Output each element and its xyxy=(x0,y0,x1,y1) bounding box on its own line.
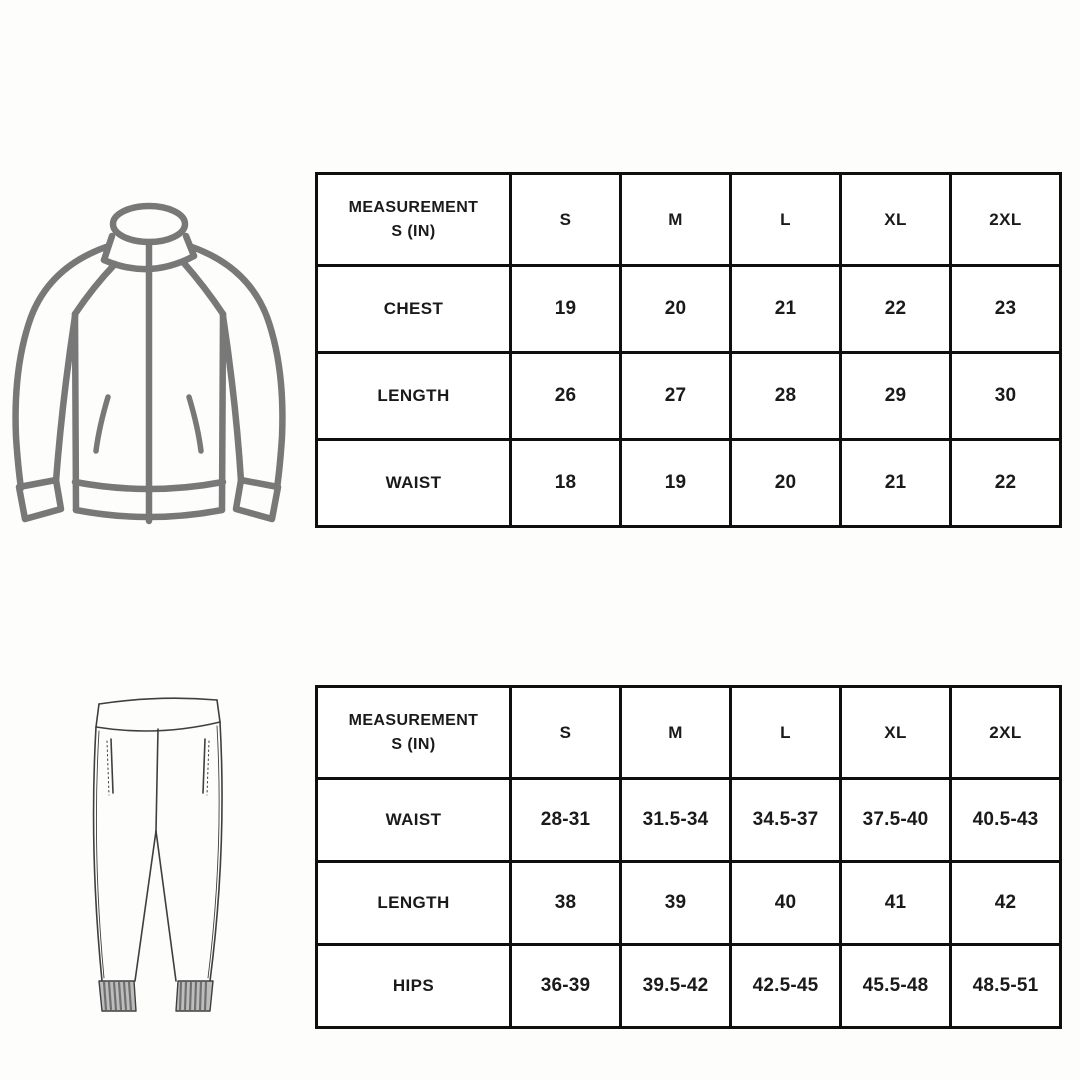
value-cell: 26 xyxy=(509,351,622,441)
table-row: LENGTH 38 39 40 41 42 xyxy=(315,860,1062,946)
value-cell: 21 xyxy=(729,264,842,354)
jacket-size-table: MEASUREMENT S (IN) S M L XL 2XL CHEST 19… xyxy=(315,172,1062,528)
table-row: HIPS 36-39 39.5-42 42.5-45 45.5-48 48.5-… xyxy=(315,943,1062,1029)
size-header-cell-xl: XL xyxy=(839,172,952,267)
table-row: LENGTH 26 27 28 29 30 xyxy=(315,351,1062,441)
value-cell: 18 xyxy=(509,438,622,528)
value-cell: 22 xyxy=(949,438,1062,528)
size-header-cell-m: M xyxy=(619,172,732,267)
value-cell: 19 xyxy=(619,438,732,528)
value-cell: 30 xyxy=(949,351,1062,441)
value-cell: 39 xyxy=(619,860,732,946)
value-cell: 48.5-51 xyxy=(949,943,1062,1029)
size-header-cell-xl: XL xyxy=(839,685,952,780)
row-label-hips: HIPS xyxy=(315,943,512,1029)
value-cell: 29 xyxy=(839,351,952,441)
value-cell: 23 xyxy=(949,264,1062,354)
size-header-cell-s: S xyxy=(509,685,622,780)
value-cell: 34.5-37 xyxy=(729,777,842,863)
measurements-label-line2: S (IN) xyxy=(391,222,436,240)
value-cell: 22 xyxy=(839,264,952,354)
table-row: WAIST 28-31 31.5-34 34.5-37 37.5-40 40.5… xyxy=(315,777,1062,863)
value-cell: 45.5-48 xyxy=(839,943,952,1029)
value-cell: 40.5-43 xyxy=(949,777,1062,863)
value-cell: 28-31 xyxy=(509,777,622,863)
value-cell: 28 xyxy=(729,351,842,441)
size-header-cell-l: L xyxy=(729,172,842,267)
size-header-cell-s: S xyxy=(509,172,622,267)
value-cell: 38 xyxy=(509,860,622,946)
row-label-length: LENGTH xyxy=(315,860,512,946)
jogger-pants-line-art-icon xyxy=(92,697,223,1012)
size-header-cell-l: L xyxy=(729,685,842,780)
row-label-length: LENGTH xyxy=(315,351,512,441)
value-cell: 42 xyxy=(949,860,1062,946)
track-jacket-line-art-icon xyxy=(12,202,286,525)
row-label-waist: WAIST xyxy=(315,438,512,528)
value-cell: 39.5-42 xyxy=(619,943,732,1029)
value-cell: 20 xyxy=(729,438,842,528)
measurements-header-cell: MEASUREMENT S (IN) xyxy=(315,685,512,780)
row-label-chest: CHEST xyxy=(315,264,512,354)
table-row: CHEST 19 20 21 22 23 xyxy=(315,264,1062,354)
value-cell: 41 xyxy=(839,860,952,946)
value-cell: 42.5-45 xyxy=(729,943,842,1029)
value-cell: 31.5-34 xyxy=(619,777,732,863)
value-cell: 21 xyxy=(839,438,952,528)
value-cell: 20 xyxy=(619,264,732,354)
table-header-row: MEASUREMENT S (IN) S M L XL 2XL xyxy=(315,172,1062,267)
value-cell: 37.5-40 xyxy=(839,777,952,863)
size-header-cell-2xl: 2XL xyxy=(949,685,1062,780)
pants-size-table: MEASUREMENT S (IN) S M L XL 2XL WAIST 28… xyxy=(315,685,1062,1029)
table-row: WAIST 18 19 20 21 22 xyxy=(315,438,1062,528)
measurements-header-cell: MEASUREMENT S (IN) xyxy=(315,172,512,267)
measurements-label-line1: MEASUREMENT xyxy=(348,712,479,730)
table-header-row: MEASUREMENT S (IN) S M L XL 2XL xyxy=(315,685,1062,780)
measurements-label-line2: S (IN) xyxy=(391,735,436,753)
row-label-waist: WAIST xyxy=(315,777,512,863)
value-cell: 36-39 xyxy=(509,943,622,1029)
size-header-cell-m: M xyxy=(619,685,732,780)
size-header-cell-2xl: 2XL xyxy=(949,172,1062,267)
measurements-label-line1: MEASUREMENT xyxy=(348,199,479,217)
value-cell: 40 xyxy=(729,860,842,946)
value-cell: 27 xyxy=(619,351,732,441)
value-cell: 19 xyxy=(509,264,622,354)
